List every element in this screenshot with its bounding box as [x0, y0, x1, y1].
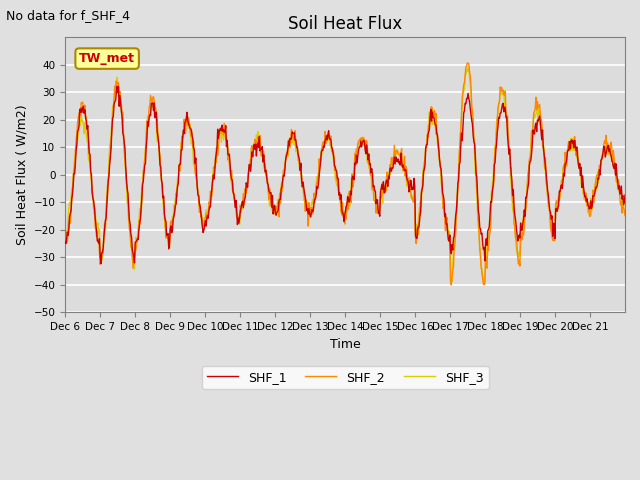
SHF_3 — [279, 179, 287, 184]
SHF_1 — [61, 239, 69, 244]
Legend: SHF_1, SHF_2, SHF_3: SHF_1, SHF_2, SHF_3 — [202, 366, 488, 389]
SHF_1 — [280, 173, 288, 179]
SHF_1 — [621, 192, 629, 198]
SHF_3 — [403, 183, 411, 189]
Line: SHF_2: SHF_2 — [65, 63, 625, 285]
SHF_2 — [279, 184, 287, 190]
X-axis label: Time: Time — [330, 337, 360, 351]
SHF_2 — [61, 247, 69, 252]
SHF_3 — [465, 64, 472, 70]
SHF_1 — [436, 157, 444, 163]
SHF_1 — [113, 84, 121, 89]
SHF_3 — [480, 281, 488, 287]
Line: SHF_3: SHF_3 — [65, 67, 625, 284]
SHF_3 — [127, 245, 134, 251]
SHF_2 — [403, 167, 411, 172]
SHF_1 — [232, 204, 239, 210]
SHF_3 — [435, 146, 442, 152]
SHF_2 — [230, 191, 237, 197]
SHF_3 — [258, 154, 266, 159]
SHF_2 — [435, 142, 442, 148]
Line: SHF_1: SHF_1 — [65, 86, 625, 264]
SHF_1 — [404, 179, 412, 184]
SHF_3 — [621, 198, 629, 204]
Y-axis label: Soil Heat Flux ( W/m2): Soil Heat Flux ( W/m2) — [15, 105, 28, 245]
SHF_2 — [621, 213, 629, 218]
Title: Soil Heat Flux: Soil Heat Flux — [288, 15, 402, 33]
SHF_1 — [97, 261, 105, 267]
SHF_2 — [258, 153, 266, 159]
SHF_2 — [127, 243, 134, 249]
Text: TW_met: TW_met — [79, 52, 135, 65]
SHF_3 — [61, 225, 69, 230]
Text: No data for f_SHF_4: No data for f_SHF_4 — [6, 9, 131, 22]
SHF_1 — [129, 247, 136, 253]
SHF_3 — [230, 195, 237, 201]
SHF_2 — [464, 60, 472, 66]
SHF_2 — [447, 282, 455, 288]
SHF_1 — [259, 159, 267, 165]
